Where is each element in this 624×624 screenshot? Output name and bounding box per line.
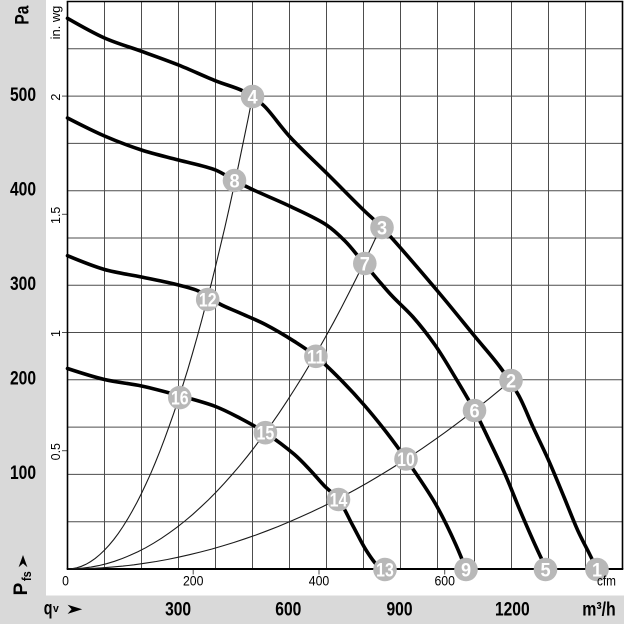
- svg-text:15: 15: [257, 423, 275, 445]
- svg-text:in. wg: in. wg: [48, 6, 63, 40]
- svg-text:2: 2: [48, 94, 63, 101]
- svg-text:v: v: [53, 603, 60, 615]
- svg-text:5: 5: [540, 560, 550, 582]
- svg-text:14: 14: [330, 490, 348, 512]
- svg-text:11: 11: [307, 346, 325, 368]
- svg-text:1: 1: [48, 330, 63, 337]
- svg-text:13: 13: [376, 560, 394, 582]
- svg-text:1200: 1200: [495, 599, 530, 620]
- svg-text:q: q: [44, 598, 53, 619]
- svg-text:0: 0: [62, 572, 69, 588]
- svg-text:200: 200: [183, 572, 204, 588]
- svg-text:400: 400: [309, 572, 330, 588]
- svg-text:cfm: cfm: [597, 572, 616, 588]
- svg-text:m³/h: m³/h: [582, 599, 616, 620]
- svg-text:400: 400: [10, 179, 36, 200]
- svg-text:300: 300: [10, 274, 36, 295]
- svg-text:1.5: 1.5: [48, 207, 63, 224]
- svg-text:fs: fs: [19, 571, 34, 581]
- svg-text:8: 8: [229, 171, 239, 193]
- svg-text:4: 4: [247, 87, 257, 109]
- svg-text:7: 7: [360, 254, 370, 276]
- svg-text:2: 2: [506, 371, 516, 393]
- svg-text:300: 300: [165, 599, 191, 620]
- svg-text:16: 16: [171, 388, 189, 410]
- svg-text:0.5: 0.5: [48, 443, 63, 460]
- svg-text:12: 12: [199, 290, 217, 312]
- svg-text:Pa: Pa: [13, 5, 34, 24]
- svg-text:P: P: [11, 582, 32, 595]
- svg-text:200: 200: [10, 369, 36, 390]
- svg-text:1: 1: [592, 560, 602, 582]
- svg-text:6: 6: [469, 401, 479, 423]
- svg-text:10: 10: [397, 449, 415, 471]
- svg-text:9: 9: [461, 560, 471, 582]
- svg-text:600: 600: [275, 599, 301, 620]
- svg-text:100: 100: [10, 463, 36, 484]
- svg-text:3: 3: [377, 218, 387, 240]
- svg-text:600: 600: [434, 572, 455, 588]
- svg-text:900: 900: [387, 599, 413, 620]
- svg-text:500: 500: [10, 85, 36, 106]
